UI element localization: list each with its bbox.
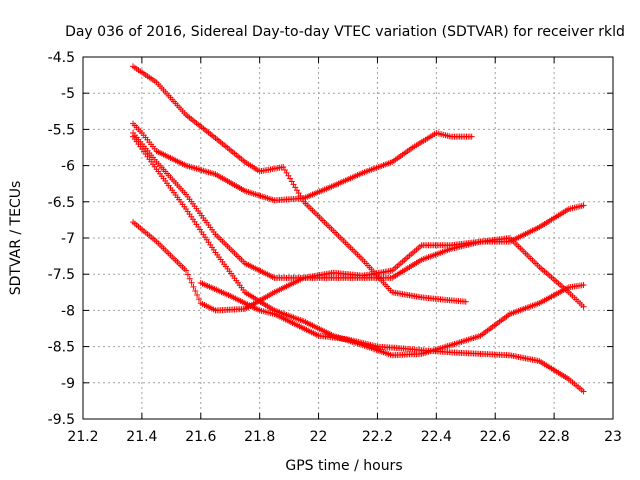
data-point bbox=[580, 303, 587, 310]
data-point bbox=[192, 287, 199, 294]
y-tick-label: -6 bbox=[61, 159, 75, 175]
data-point bbox=[468, 133, 475, 140]
x-tick-label: 21.4 bbox=[126, 429, 157, 445]
x-tick-label: 21.6 bbox=[185, 429, 216, 445]
y-tick-label: -9 bbox=[61, 376, 75, 392]
y-tick-label: -9.5 bbox=[48, 412, 75, 428]
data-point bbox=[190, 283, 197, 290]
axis-ticks: 21.2 21.4 21.6 21.8 22 22.2 22.4 22.6 22.8 23 -4.5… bbox=[48, 50, 622, 445]
data-point bbox=[580, 388, 587, 395]
x-tick-label: 22.6 bbox=[480, 429, 511, 445]
data-point bbox=[186, 275, 193, 282]
y-tick-label: -8.5 bbox=[48, 340, 75, 356]
series-2 bbox=[130, 120, 475, 204]
series-6 bbox=[197, 279, 587, 395]
y-tick-label: -7 bbox=[61, 231, 75, 247]
x-tick-label: 22.2 bbox=[362, 429, 393, 445]
y-tick-label: -8 bbox=[61, 303, 75, 319]
data-point bbox=[580, 202, 587, 209]
data-point bbox=[188, 279, 195, 286]
x-tick-label: 21.8 bbox=[244, 429, 275, 445]
series-5 bbox=[130, 202, 587, 314]
series-1 bbox=[130, 63, 469, 305]
y-tick-label: -7.5 bbox=[48, 267, 75, 283]
y-tick-label: -6.5 bbox=[48, 195, 75, 211]
x-tick-label: 22 bbox=[310, 429, 328, 445]
data-point bbox=[184, 271, 191, 278]
x-axis-label: GPS time / hours bbox=[285, 458, 402, 474]
data-point bbox=[462, 298, 469, 305]
y-tick-label: -5 bbox=[61, 86, 75, 102]
grid bbox=[83, 57, 613, 419]
x-tick-label: 22.4 bbox=[421, 429, 452, 445]
x-tick-label: 23 bbox=[604, 429, 622, 445]
data-point bbox=[183, 267, 190, 274]
data-point bbox=[195, 296, 202, 303]
y-axis-label: SDTVAR / TECUs bbox=[8, 181, 24, 296]
data-point bbox=[194, 292, 201, 299]
x-tick-label: 21.2 bbox=[67, 429, 98, 445]
y-tick-label: -4.5 bbox=[48, 50, 75, 66]
chart-title: Day 036 of 2016, Sidereal Day-to-day VTE… bbox=[65, 24, 625, 40]
data-point bbox=[580, 282, 587, 289]
y-tick-label: -5.5 bbox=[48, 122, 75, 138]
x-tick-label: 22.8 bbox=[539, 429, 570, 445]
data-marks bbox=[130, 63, 587, 395]
